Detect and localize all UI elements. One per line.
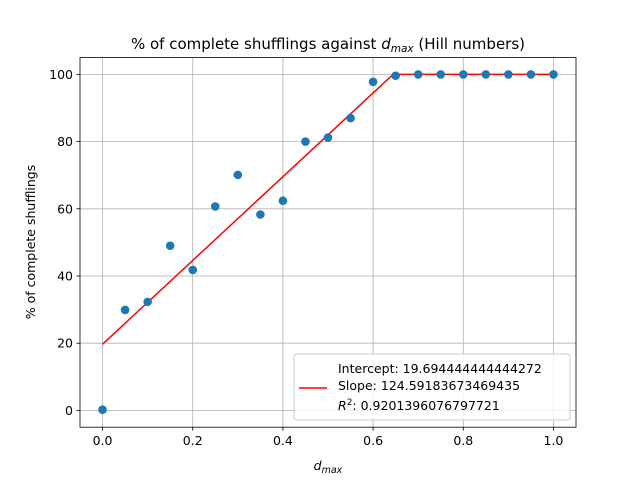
data-point [436,70,446,79]
data-point [120,305,130,315]
data-point [368,77,378,87]
data-point [98,405,107,415]
data-point [301,137,310,146]
x-tick-label: 0.0 [93,433,113,448]
data-point [165,241,175,251]
y-tick-label: 0 [65,403,73,418]
ticks: 0.0 0.2 0.4 0.6 0.8 1.0 0 20 40 60 80 100 [49,67,563,448]
data-point [143,297,152,307]
data-point [526,70,536,79]
y-tick-label: 80 [57,134,73,149]
data-point [391,71,400,81]
legend-r-squared: R2: 0.9201396076797721 [338,398,500,413]
x-tick-label: 0.2 [183,433,203,448]
x-tick-label: 0.8 [453,433,473,448]
y-tick-label: 100 [49,67,73,82]
x-axis-label: dmax [314,458,343,476]
data-point [504,70,513,79]
x-tick-label: 1.0 [544,433,564,448]
axes-frame [79,57,577,428]
y-tick-label: 20 [57,336,73,351]
y-tick-label: 60 [57,201,73,216]
data-point [346,113,355,123]
data-point [481,70,491,79]
legend-intercept: Intercept: 19.694444444444272 [338,361,542,376]
x-tick-label: 0.6 [363,433,383,448]
data-point [323,133,333,142]
legend-box [293,353,571,421]
data-point [458,70,468,79]
y-axis-label: % of complete shufflings [23,165,38,320]
data-point [188,265,198,275]
legend-slope: Slope: 124.59183673469435 [338,378,520,393]
x-tick-label: 0.4 [273,433,293,448]
data-point [210,202,220,211]
data-point [413,70,423,79]
legend: Intercept: 19.694444444444272 Slope: 124… [293,353,571,421]
chart-title: % of complete shufflings against dmax (H… [131,35,525,55]
data-point [278,196,288,206]
data-point [549,70,558,79]
data-point [256,210,265,219]
data-point [233,170,243,180]
y-tick-label: 40 [57,269,73,284]
plot-data [98,70,558,415]
